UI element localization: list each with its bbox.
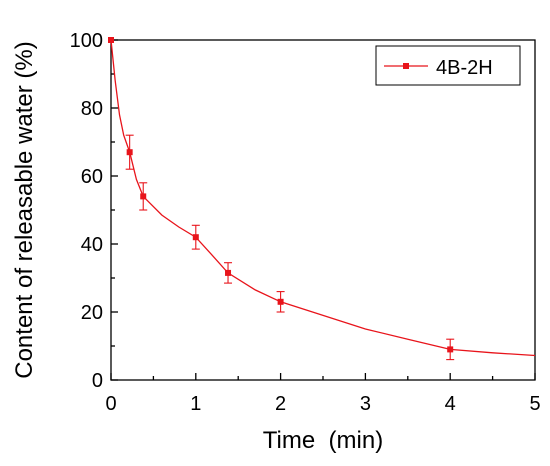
data-point <box>192 234 199 241</box>
series-layer <box>108 37 536 361</box>
data-point <box>447 346 454 353</box>
x-axis-label: Time (min) <box>263 427 383 454</box>
y-axis-label: Content of releasable water (%) <box>11 41 38 379</box>
data-point <box>126 149 133 156</box>
data-point <box>140 193 147 200</box>
x-tick-label: 3 <box>360 393 371 415</box>
legend-label: 4B-2H <box>436 57 493 79</box>
x-tick-label: 1 <box>190 393 201 415</box>
x-tick-label: 4 <box>445 393 456 415</box>
legend: 4B-2H <box>375 45 521 86</box>
y-tick-label: 100 <box>70 30 103 52</box>
x-tick-label: 2 <box>275 393 286 415</box>
data-point <box>277 298 284 305</box>
y-tick-label: 80 <box>81 98 103 120</box>
data-point <box>225 269 232 276</box>
y-tick-label: 0 <box>92 370 103 392</box>
y-tick-label: 20 <box>81 302 103 324</box>
data-point <box>108 37 114 43</box>
x-tick-label: 0 <box>105 393 116 415</box>
axes: 0 1 2 3 4 5 0 20 40 60 80 100 <box>70 30 541 415</box>
x-tick-label: 5 <box>529 393 540 415</box>
legend-marker <box>403 63 409 69</box>
series-line <box>110 39 536 357</box>
y-tick-label: 40 <box>81 234 103 256</box>
y-tick-label: 60 <box>81 166 103 188</box>
plot-frame <box>110 39 536 381</box>
